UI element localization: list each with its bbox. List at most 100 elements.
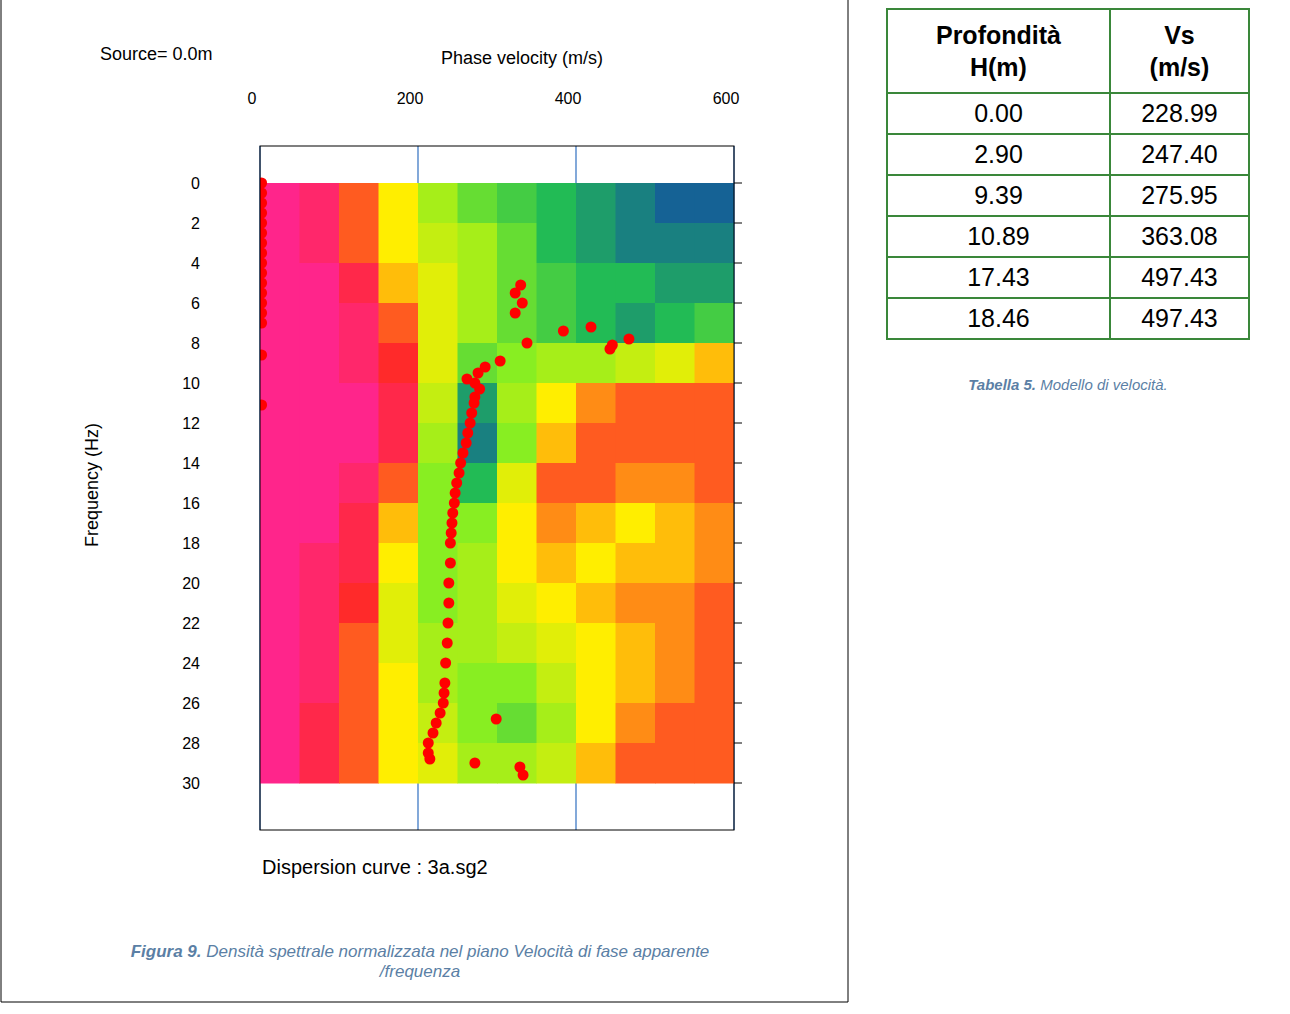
heatmap-cell xyxy=(300,423,340,464)
y-tick xyxy=(734,583,742,584)
dispersion-point xyxy=(443,578,454,589)
heatmap-cell xyxy=(379,703,419,744)
dispersion-point xyxy=(260,228,267,239)
dispersion-point xyxy=(260,318,267,329)
heatmap-cell xyxy=(695,383,735,424)
heatmap-cell xyxy=(537,303,577,344)
heatmap-cell xyxy=(616,743,656,784)
dispersion-point xyxy=(260,218,267,229)
heatmap-cell xyxy=(616,463,656,504)
heatmap-cell xyxy=(300,743,340,784)
dispersion-point xyxy=(439,688,450,699)
heatmap-cell xyxy=(260,743,300,784)
heatmap-cell xyxy=(260,503,300,544)
heatmap-cell xyxy=(576,303,616,344)
heatmap-cell xyxy=(576,463,616,504)
heatmap-cell xyxy=(418,503,458,544)
heatmap-cell xyxy=(695,743,735,784)
heatmap-cell xyxy=(497,663,537,704)
heatmap-cell xyxy=(695,343,735,384)
heatmap-cell xyxy=(655,503,695,544)
heatmap-cell xyxy=(497,503,537,544)
heatmap-cell xyxy=(458,623,498,664)
heatmap-cell xyxy=(695,623,735,664)
table-cell: 363.08 xyxy=(1110,216,1249,257)
table-cell: 10.89 xyxy=(887,216,1110,257)
heatmap-cell xyxy=(300,503,340,544)
y-tick-label: 6 xyxy=(191,295,200,312)
heatmap-cell xyxy=(616,303,656,344)
heatmap-cell xyxy=(537,663,577,704)
heatmap-cell xyxy=(300,623,340,664)
heatmap-cell xyxy=(379,423,419,464)
subtitle: Dispersion curve : 3a.sg2 xyxy=(262,856,488,878)
dispersion-point xyxy=(455,458,466,469)
heatmap-cell xyxy=(379,223,419,264)
heatmap-cell xyxy=(300,663,340,704)
heatmap-cell xyxy=(497,623,537,664)
y-tick-label: 20 xyxy=(182,575,200,592)
heatmap-cell xyxy=(695,703,735,744)
heatmap-cell xyxy=(576,503,616,544)
heatmap-cell xyxy=(458,183,498,224)
heatmap-cell xyxy=(655,343,695,384)
dispersion-point xyxy=(424,754,435,765)
heatmap-cell xyxy=(339,263,379,304)
heatmap-cell xyxy=(339,503,379,544)
heatmap-cell xyxy=(458,423,498,464)
heatmap-cell xyxy=(576,423,616,464)
heatmap-cell xyxy=(616,703,656,744)
heatmap-cell xyxy=(339,583,379,624)
y-tick-label: 0 xyxy=(191,175,200,192)
heatmap-cell xyxy=(379,503,419,544)
heatmap-cell xyxy=(458,303,498,344)
heatmap-cell xyxy=(616,343,656,384)
dispersion-point xyxy=(623,334,634,345)
heatmap-cell xyxy=(418,183,458,224)
heatmap-cell xyxy=(655,623,695,664)
heatmap-cell xyxy=(339,223,379,264)
heatmap-cell xyxy=(497,703,537,744)
heatmap-cell xyxy=(576,583,616,624)
dispersion-point xyxy=(260,298,267,309)
heatmap-cell xyxy=(339,183,379,224)
heatmap-cell xyxy=(537,223,577,264)
y-tick-label: 16 xyxy=(182,495,200,512)
title: Source= 0.0m xyxy=(100,44,213,64)
table-cell: 2.90 xyxy=(887,134,1110,175)
heatmap-cell xyxy=(418,743,458,784)
dispersion-point xyxy=(491,714,502,725)
x-tick-label: 0 xyxy=(248,90,257,107)
heatmap-cell xyxy=(576,223,616,264)
header-text: Profondità xyxy=(889,19,1108,51)
dispersion-point xyxy=(428,728,439,739)
dispersion-point xyxy=(447,508,458,519)
heatmap-cell xyxy=(655,263,695,304)
dispersion-point xyxy=(473,368,484,379)
heatmap-cell xyxy=(576,263,616,304)
heatmap-cell xyxy=(497,183,537,224)
heatmap-cell xyxy=(655,223,695,264)
heatmap-cell xyxy=(339,543,379,584)
heatmap-cell xyxy=(655,463,695,504)
heatmap-cell xyxy=(497,223,537,264)
dispersion-point xyxy=(260,198,267,209)
y-tick xyxy=(734,423,742,424)
x-tick-label: 600 xyxy=(713,90,740,107)
heatmap-cell xyxy=(300,703,340,744)
heatmap-cell xyxy=(260,463,300,504)
caption-label: Tabella 5. xyxy=(968,376,1036,393)
dispersion-point xyxy=(458,448,469,459)
dispersion-point xyxy=(442,638,453,649)
heatmap-cell xyxy=(576,343,616,384)
dispersion-point xyxy=(431,718,442,729)
heatmap-cell xyxy=(260,663,300,704)
heatmap-cell xyxy=(339,623,379,664)
heatmap-cell xyxy=(655,663,695,704)
heatmap-cell xyxy=(339,423,379,464)
heatmap-cell xyxy=(695,223,735,264)
dispersion-point xyxy=(260,350,267,361)
dispersion-point xyxy=(517,298,528,309)
heatmap-cell xyxy=(418,623,458,664)
heatmap-cell xyxy=(300,383,340,424)
